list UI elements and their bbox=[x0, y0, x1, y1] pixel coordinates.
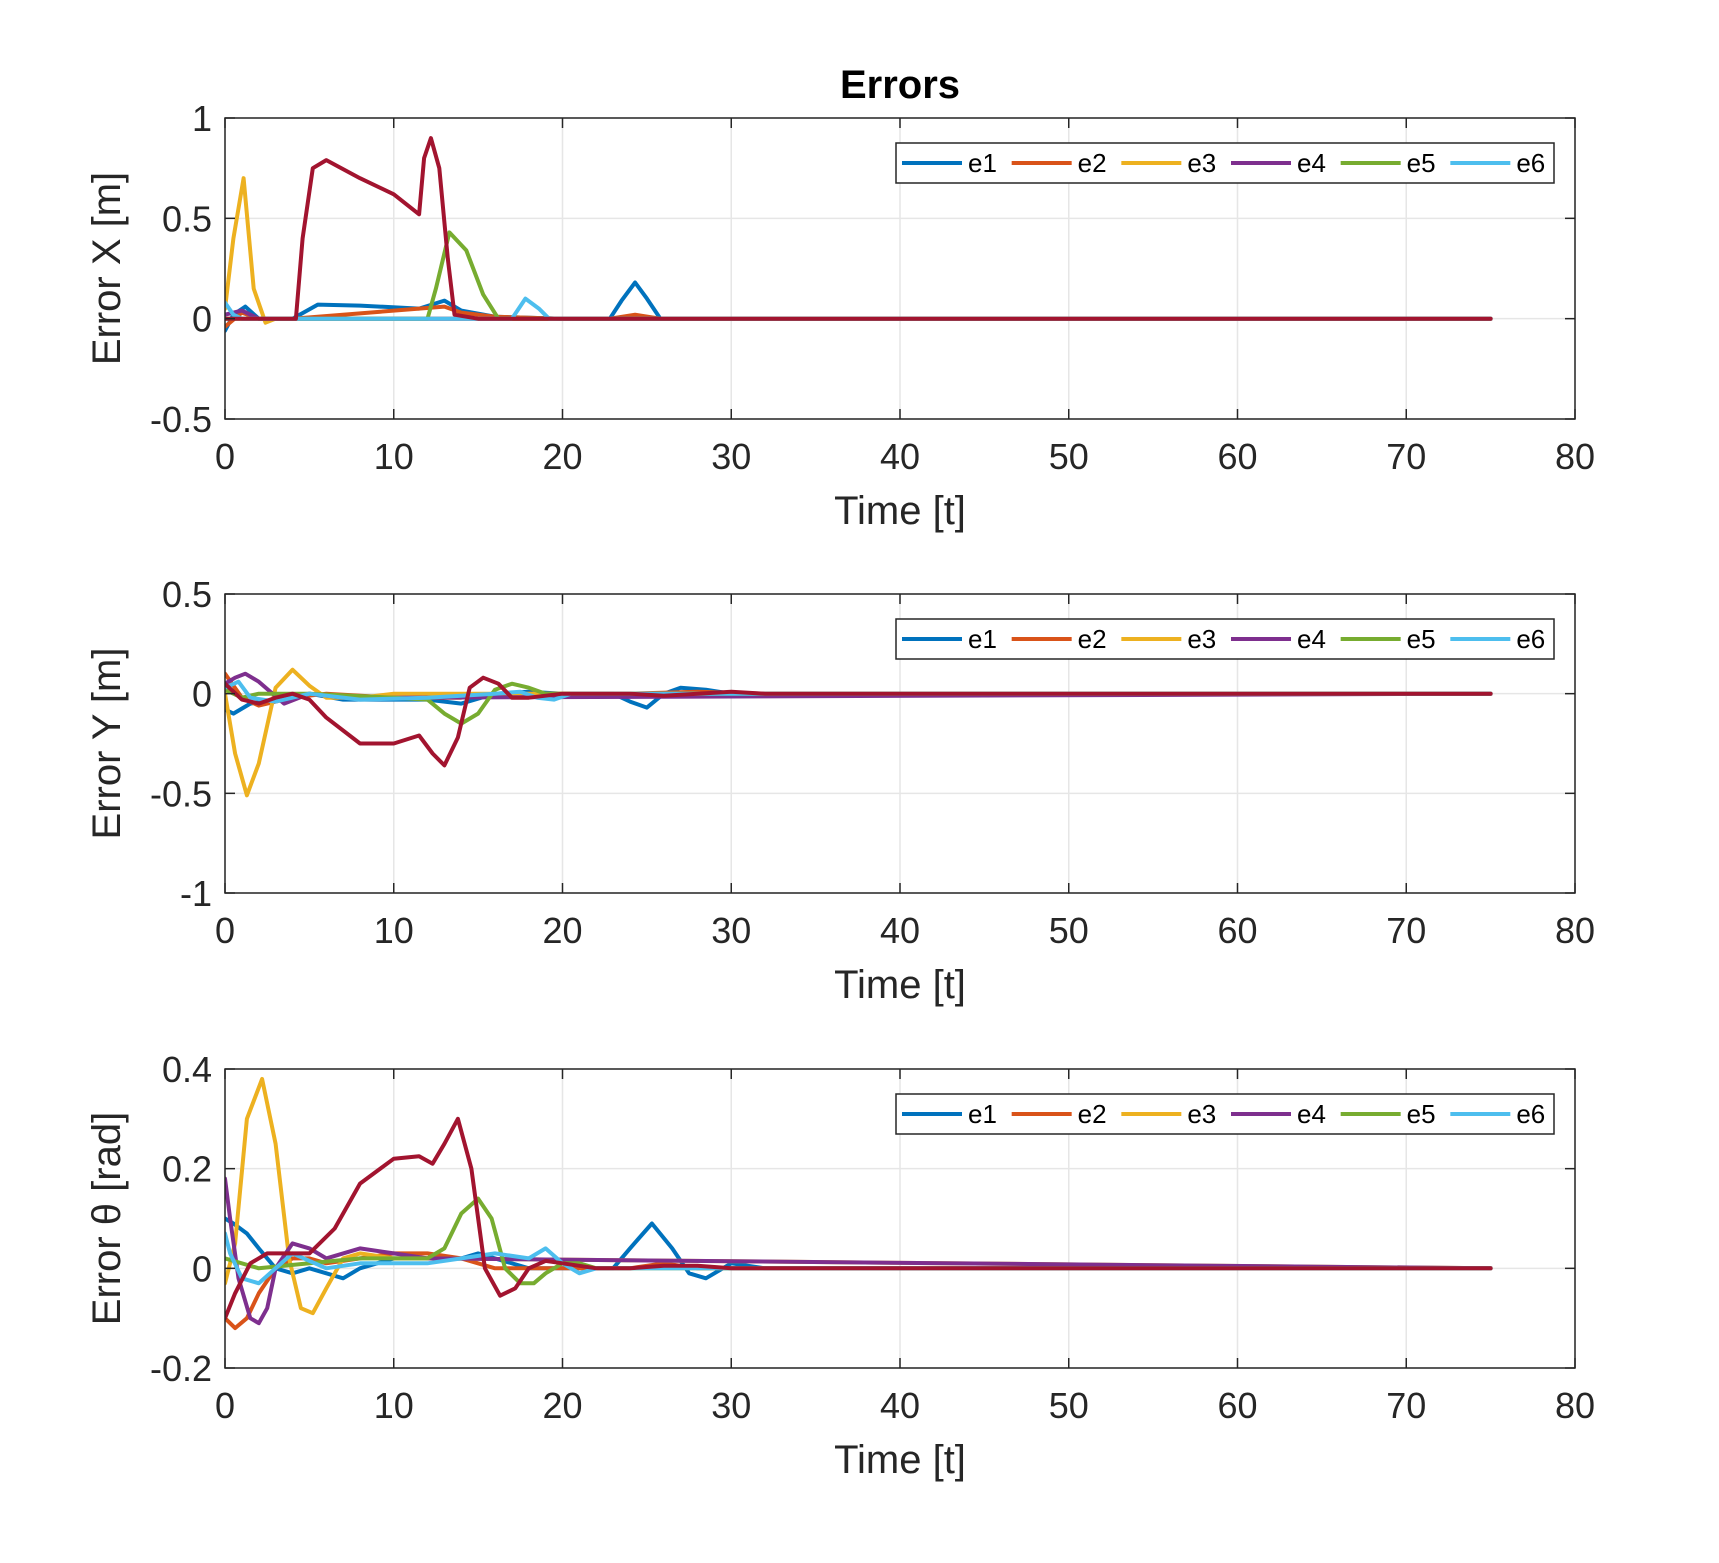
legend-label-e3: e3 bbox=[1187, 148, 1216, 178]
x-tick-label: 80 bbox=[1555, 436, 1595, 477]
x-tick-label: 20 bbox=[542, 910, 582, 951]
legend-label-e1: e1 bbox=[968, 1099, 997, 1129]
x-tick-label: 60 bbox=[1217, 1385, 1257, 1426]
legend: e1 e2 e3 e4 e5 e6 bbox=[895, 618, 1555, 660]
legend-box bbox=[895, 142, 1555, 184]
legend-label-e6: e6 bbox=[1516, 624, 1545, 654]
y-tick-label: -0.5 bbox=[150, 399, 212, 440]
x-tick-label: 70 bbox=[1386, 1385, 1426, 1426]
legend-label-e2: e2 bbox=[1078, 148, 1107, 178]
series-group bbox=[225, 136, 1493, 333]
x-axis-label: Time [t] bbox=[834, 489, 966, 533]
x-tick-label: 60 bbox=[1217, 436, 1257, 477]
x-tick-label: 50 bbox=[1049, 1385, 1089, 1426]
y-tick-label: 0.4 bbox=[162, 1049, 212, 1090]
x-tick-label: 70 bbox=[1386, 436, 1426, 477]
x-tick-label: 50 bbox=[1049, 910, 1089, 951]
subplot-2: 0 10 20 30 40 50 60 70 80 -1 -0.5 0 0.5 Time [t] Error… bbox=[85, 574, 1595, 1007]
x-tick-label: 80 bbox=[1555, 1385, 1595, 1426]
legend-label-e4: e4 bbox=[1297, 624, 1326, 654]
legend-label-e6: e6 bbox=[1516, 148, 1545, 178]
x-axis-label: Time [t] bbox=[834, 1438, 966, 1482]
legend-label-e2: e2 bbox=[1078, 1099, 1107, 1129]
legend: e1 e2 e3 e4 e5 e6 bbox=[895, 1093, 1555, 1135]
legend-label-e2: e2 bbox=[1078, 624, 1107, 654]
legend-label-e5: e5 bbox=[1407, 1099, 1436, 1129]
y-axis-label: Error θ [rad] bbox=[85, 1112, 129, 1325]
x-tick-label: 40 bbox=[880, 910, 920, 951]
x-tick-label: 70 bbox=[1386, 910, 1426, 951]
y-tick-label: -1 bbox=[180, 873, 212, 914]
legend-label-e1: e1 bbox=[968, 624, 997, 654]
series-line-e4 bbox=[225, 1176, 1493, 1326]
x-tick-label: 0 bbox=[215, 1385, 235, 1426]
y-tick-label: 0 bbox=[192, 674, 212, 715]
legend-label-e5: e5 bbox=[1407, 148, 1436, 178]
y-tick-label: -0.2 bbox=[150, 1348, 212, 1389]
legend-label-e1: e1 bbox=[968, 148, 997, 178]
series-line-unlabeled-6 bbox=[225, 675, 1493, 768]
series-line-unlabeled-6 bbox=[225, 136, 1493, 321]
y-tick-label: -0.5 bbox=[150, 773, 212, 814]
x-tick-label: 10 bbox=[374, 1385, 414, 1426]
x-tick-label: 60 bbox=[1217, 910, 1257, 951]
y-tick-label: 0 bbox=[192, 299, 212, 340]
y-tick-label: 1 bbox=[192, 98, 212, 139]
x-tick-label: 20 bbox=[542, 1385, 582, 1426]
x-tick-label: 40 bbox=[880, 436, 920, 477]
x-tick-label: 50 bbox=[1049, 436, 1089, 477]
x-tick-label: 10 bbox=[374, 910, 414, 951]
legend-label-e3: e3 bbox=[1187, 1099, 1216, 1129]
y-tick-label: 0.5 bbox=[162, 574, 212, 615]
x-tick-label: 0 bbox=[215, 910, 235, 951]
y-tick-label: 0 bbox=[192, 1248, 212, 1289]
x-tick-label: 30 bbox=[711, 1385, 751, 1426]
x-tick-label: 20 bbox=[542, 436, 582, 477]
legend-label-e4: e4 bbox=[1297, 1099, 1326, 1129]
series-group bbox=[225, 667, 1493, 798]
series-line-unlabeled-6 bbox=[225, 1116, 1493, 1321]
y-axis-label: Error X [m] bbox=[85, 172, 129, 365]
legend-label-e5: e5 bbox=[1407, 624, 1436, 654]
y-axis-label: Error Y [m] bbox=[85, 648, 129, 840]
series-line-e6 bbox=[225, 679, 1493, 704]
y-tick-label: 0.2 bbox=[162, 1149, 212, 1190]
series-group bbox=[225, 1077, 1493, 1331]
legend-label-e6: e6 bbox=[1516, 1099, 1545, 1129]
legend-label-e4: e4 bbox=[1297, 148, 1326, 178]
legend-box bbox=[895, 618, 1555, 660]
legend-box bbox=[895, 1093, 1555, 1135]
x-tick-label: 10 bbox=[374, 436, 414, 477]
x-tick-label: 80 bbox=[1555, 910, 1595, 951]
legend-label-e3: e3 bbox=[1187, 624, 1216, 654]
figure-title: Errors bbox=[840, 63, 960, 107]
x-tick-label: 0 bbox=[215, 436, 235, 477]
x-tick-label: 30 bbox=[711, 910, 751, 951]
legend: e1 e2 e3 e4 e5 e6 bbox=[895, 142, 1555, 184]
x-tick-label: 40 bbox=[880, 1385, 920, 1426]
x-axis-label: Time [t] bbox=[834, 963, 966, 1007]
x-tick-label: 30 bbox=[711, 436, 751, 477]
y-tick-label: 0.5 bbox=[162, 198, 212, 239]
